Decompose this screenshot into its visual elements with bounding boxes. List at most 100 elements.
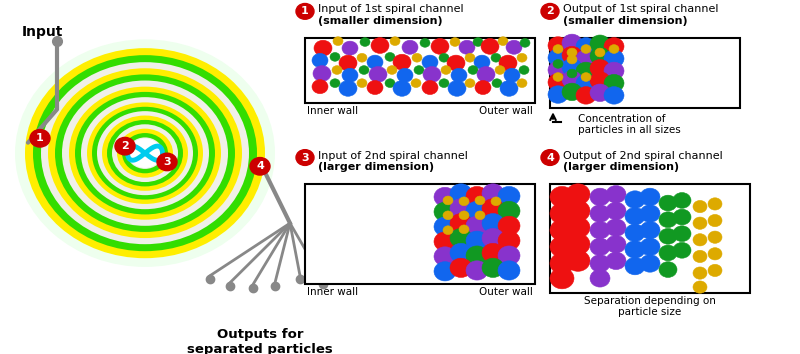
Circle shape	[604, 74, 624, 92]
Circle shape	[439, 79, 449, 87]
Circle shape	[708, 198, 722, 210]
Circle shape	[640, 188, 660, 206]
Circle shape	[499, 55, 517, 71]
Circle shape	[498, 201, 520, 221]
Circle shape	[590, 84, 610, 102]
Bar	[305, 184, 535, 285]
Text: 3: 3	[301, 153, 309, 162]
Circle shape	[25, 48, 265, 258]
Circle shape	[330, 79, 340, 87]
Circle shape	[414, 65, 424, 74]
Circle shape	[498, 37, 508, 46]
Circle shape	[673, 193, 691, 208]
Circle shape	[500, 80, 518, 96]
Circle shape	[492, 79, 502, 87]
Circle shape	[92, 107, 198, 200]
Text: 1: 1	[301, 6, 309, 16]
Circle shape	[550, 236, 574, 257]
Circle shape	[553, 45, 563, 53]
Circle shape	[342, 68, 358, 82]
Circle shape	[548, 49, 568, 67]
Circle shape	[517, 53, 527, 62]
Circle shape	[659, 195, 677, 211]
Circle shape	[441, 65, 451, 74]
Circle shape	[122, 133, 168, 173]
Circle shape	[604, 62, 624, 80]
Circle shape	[640, 238, 660, 256]
Circle shape	[157, 153, 177, 171]
Circle shape	[69, 87, 221, 220]
Circle shape	[450, 184, 472, 203]
Circle shape	[357, 79, 367, 87]
Circle shape	[548, 86, 568, 103]
Circle shape	[466, 201, 488, 221]
Circle shape	[659, 262, 677, 278]
Circle shape	[33, 55, 257, 251]
Circle shape	[541, 4, 559, 19]
Circle shape	[474, 55, 490, 69]
Circle shape	[450, 243, 472, 263]
Circle shape	[387, 65, 397, 74]
Circle shape	[625, 241, 645, 258]
Circle shape	[604, 87, 624, 104]
Circle shape	[412, 53, 422, 62]
Circle shape	[693, 267, 707, 279]
Circle shape	[434, 232, 456, 251]
Circle shape	[590, 35, 610, 52]
Circle shape	[576, 62, 596, 80]
Circle shape	[693, 281, 707, 293]
Circle shape	[693, 217, 707, 229]
Circle shape	[359, 65, 369, 74]
Bar	[550, 184, 750, 293]
Circle shape	[673, 242, 691, 258]
Circle shape	[590, 269, 610, 287]
Circle shape	[443, 211, 453, 220]
Circle shape	[550, 253, 574, 274]
Circle shape	[482, 243, 504, 263]
Circle shape	[339, 55, 357, 71]
Circle shape	[566, 217, 590, 238]
Circle shape	[562, 71, 582, 88]
Circle shape	[640, 255, 660, 272]
Circle shape	[422, 80, 438, 95]
Circle shape	[566, 200, 590, 222]
Circle shape	[491, 53, 501, 62]
Text: Inner wall: Inner wall	[307, 106, 358, 116]
Circle shape	[367, 55, 383, 69]
Circle shape	[562, 83, 582, 101]
Circle shape	[550, 203, 574, 224]
Circle shape	[693, 234, 707, 246]
Circle shape	[548, 74, 568, 91]
Circle shape	[590, 47, 610, 65]
Circle shape	[482, 228, 504, 248]
Text: (larger dimension): (larger dimension)	[318, 162, 434, 172]
Circle shape	[590, 188, 610, 206]
Text: Inner wall: Inner wall	[307, 287, 358, 297]
Circle shape	[498, 246, 520, 265]
Circle shape	[330, 52, 340, 61]
Circle shape	[333, 37, 343, 46]
Circle shape	[640, 205, 660, 222]
Circle shape	[75, 92, 215, 215]
Circle shape	[466, 261, 488, 280]
Circle shape	[314, 40, 332, 56]
Circle shape	[450, 228, 472, 248]
Circle shape	[625, 191, 645, 208]
Circle shape	[390, 37, 400, 46]
Circle shape	[371, 38, 389, 53]
Circle shape	[562, 59, 582, 76]
Circle shape	[420, 39, 430, 47]
Circle shape	[590, 205, 610, 222]
Circle shape	[567, 69, 577, 78]
Circle shape	[127, 137, 163, 169]
Circle shape	[451, 68, 467, 82]
Circle shape	[459, 211, 469, 220]
Circle shape	[576, 38, 596, 55]
Text: 3: 3	[163, 157, 171, 167]
Circle shape	[475, 196, 485, 205]
Circle shape	[102, 115, 188, 191]
Circle shape	[590, 72, 610, 89]
Circle shape	[117, 129, 173, 178]
Circle shape	[562, 46, 582, 64]
Circle shape	[332, 65, 342, 74]
